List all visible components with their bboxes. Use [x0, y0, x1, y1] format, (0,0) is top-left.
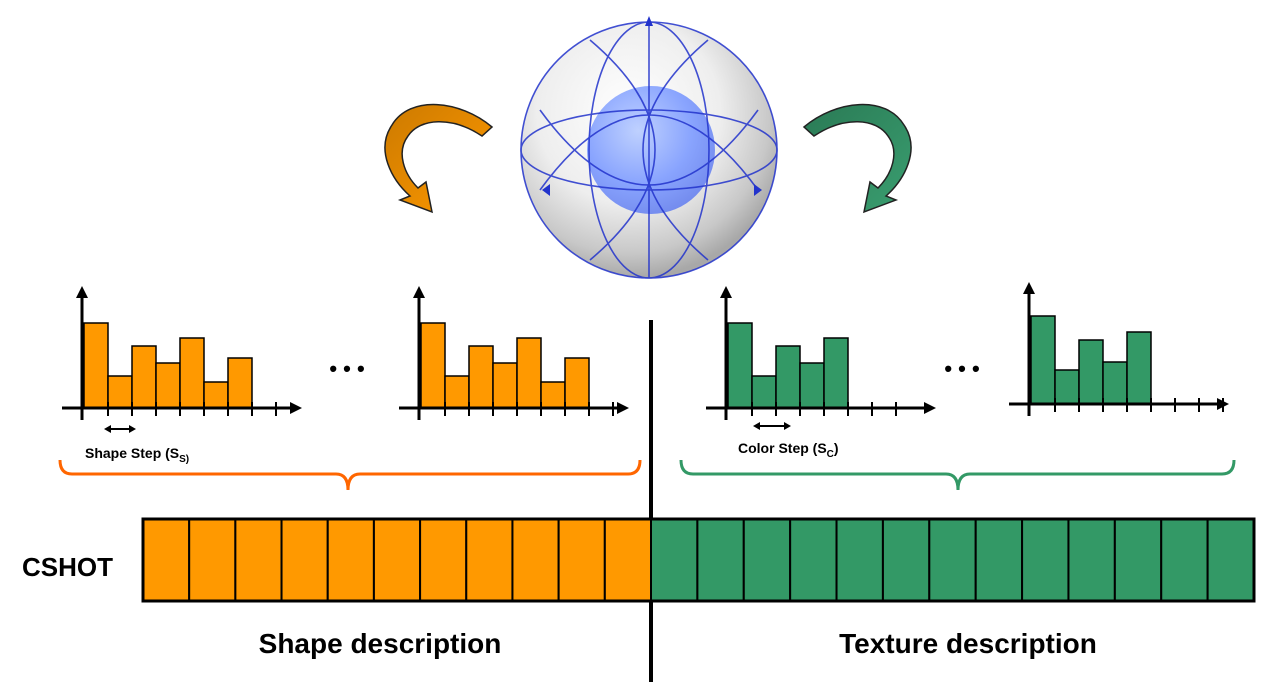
texture-bin-cell: [881, 518, 931, 602]
shape-bin-cell: [465, 518, 514, 602]
x-axis-arrowhead: [290, 402, 302, 414]
histogram-bar: [775, 345, 801, 409]
histogram-bar: [131, 345, 157, 409]
texture-bin-cell: [1160, 518, 1209, 602]
histogram-bar: [540, 381, 566, 409]
shape-bin-cell: [372, 518, 422, 602]
shape-histogram-last: [399, 286, 629, 420]
histogram-bar: [799, 362, 825, 409]
histogram-bar: [227, 357, 253, 409]
shape-description-label: Shape description: [259, 628, 502, 659]
texture-bin-cell: [835, 518, 884, 602]
shape-bin-cell: [188, 518, 237, 602]
shape-bin-cell: [511, 518, 560, 602]
histogram-bar: [823, 337, 849, 409]
texture-bin-cell: [742, 518, 792, 602]
color-step-label: Color Step (SC): [738, 440, 839, 460]
sphere-with-support-grid-icon: [520, 16, 778, 279]
x-axis-arrowhead: [617, 402, 629, 414]
shape-bin-cell: [326, 518, 375, 602]
color-step-marker: [753, 422, 791, 430]
shape-bin-cell: [142, 518, 191, 602]
cshot-label: CSHOT: [22, 552, 113, 582]
y-axis-arrowhead: [76, 286, 88, 298]
histogram-bar: [179, 337, 205, 409]
curved-arrow-down-right-icon: [802, 103, 912, 214]
histogram-bar: [492, 362, 518, 409]
histogram-bar: [1078, 339, 1104, 405]
histogram-bar: [468, 345, 494, 409]
shape-bin-cell: [280, 518, 329, 602]
histogram-bar: [420, 322, 446, 409]
histogram-bar: [83, 322, 109, 409]
shape-bin-cell: [603, 518, 652, 602]
shape-brace: [58, 459, 642, 491]
texture-description-label: Texture description: [839, 628, 1097, 659]
texture-bin-cell: [789, 518, 838, 602]
histogram-bar: [444, 375, 470, 409]
histogram-bar: [1126, 331, 1152, 405]
histogram-bar: [107, 375, 133, 409]
texture-bin-cell: [928, 518, 977, 602]
y-axis-arrowhead: [1023, 282, 1035, 294]
histogram-bar: [1102, 361, 1128, 405]
texture-ellipsis: • • •: [944, 356, 979, 381]
shape-step-marker: [104, 425, 136, 433]
curved-arrow-down-left-icon: [384, 103, 494, 214]
shape-ellipsis: • • •: [329, 356, 364, 381]
texture-bin-cell: [1021, 518, 1070, 602]
shape-bin-cell: [234, 518, 283, 602]
descriptor-bar-outline: [141, 517, 1256, 603]
histogram-bar: [516, 337, 542, 409]
y-axis-arrowhead: [720, 286, 732, 298]
texture-bin-cell: [650, 518, 699, 602]
histogram-bar: [155, 362, 181, 409]
shape-histogram-first: [62, 286, 302, 420]
histogram-bar: [203, 381, 229, 409]
histogram-bar: [751, 375, 777, 409]
y-axis-arrowhead: [413, 286, 425, 298]
texture-bin-cell: [974, 518, 1024, 602]
texture-brace: [679, 459, 1236, 491]
histogram-bar: [1054, 369, 1080, 405]
histogram-bar: [564, 357, 590, 409]
shape-step-label: Shape Step (SS): [85, 445, 189, 465]
texture-histogram-first: [706, 286, 936, 420]
texture-bin-cell: [1067, 518, 1116, 602]
shape-bin-cell: [419, 518, 468, 602]
texture-bin-cell: [1206, 518, 1255, 602]
x-axis-arrowhead: [924, 402, 936, 414]
cshot-descriptor-bar: [141, 517, 1256, 603]
histogram-bar: [1030, 315, 1056, 405]
texture-bin-cell: [696, 518, 745, 602]
texture-histogram-last: [1009, 282, 1229, 416]
texture-bin-cell: [1113, 518, 1163, 602]
histogram-bar: [727, 322, 753, 409]
shape-bin-cell: [557, 518, 606, 602]
